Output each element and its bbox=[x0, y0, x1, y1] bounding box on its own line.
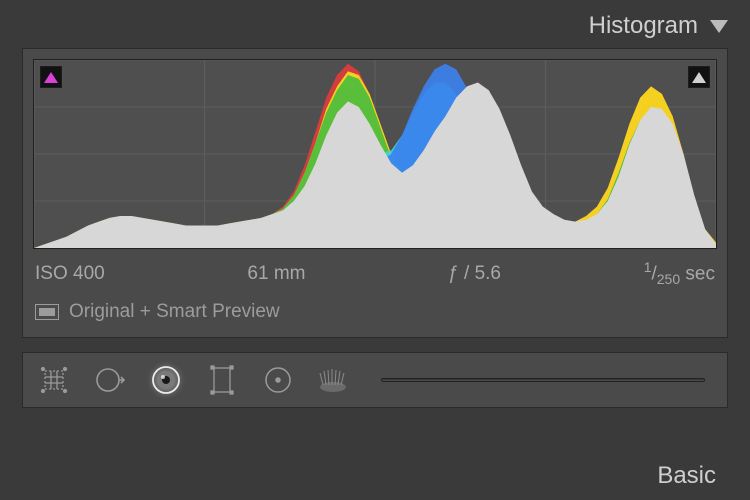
highlight-clipping-icon bbox=[692, 72, 706, 83]
exposure-metadata-row: ISO 400 61 mm ƒ / 5.6 1/250 sec bbox=[33, 249, 717, 287]
preview-status-row: Original + Smart Preview bbox=[33, 287, 717, 327]
redeye-tool[interactable] bbox=[149, 363, 183, 397]
histogram-panel-header[interactable]: Histogram bbox=[0, 12, 750, 48]
basic-panel-header[interactable]: Basic bbox=[0, 462, 750, 500]
shadow-clipping-indicator[interactable] bbox=[40, 66, 62, 88]
basic-title: Basic bbox=[657, 462, 716, 490]
graduated-filter-tool[interactable] bbox=[205, 363, 239, 397]
histogram-box: ISO 400 61 mm ƒ / 5.6 1/250 sec Original… bbox=[22, 48, 728, 338]
histogram-curves bbox=[34, 60, 716, 248]
brush-size-slider[interactable] bbox=[381, 378, 705, 382]
shutter-speed-value: 1/250 sec bbox=[644, 259, 715, 287]
collapse-triangle-icon bbox=[710, 20, 728, 33]
adjustment-brush-tool[interactable] bbox=[317, 363, 351, 397]
preview-status-icon bbox=[35, 304, 59, 320]
radial-filter-tool[interactable] bbox=[261, 363, 295, 397]
highlight-clipping-indicator[interactable] bbox=[688, 66, 710, 88]
shadow-clipping-icon bbox=[44, 72, 58, 83]
preview-status-label: Original + Smart Preview bbox=[69, 301, 280, 323]
crop-tool[interactable] bbox=[37, 363, 71, 397]
focal-length-value: 61 mm bbox=[247, 263, 305, 285]
iso-value: ISO 400 bbox=[35, 263, 105, 285]
spot-removal-tool[interactable] bbox=[93, 363, 127, 397]
histogram-title: Histogram bbox=[589, 12, 698, 40]
develop-toolstrip bbox=[22, 352, 728, 408]
histogram-chart[interactable] bbox=[33, 59, 717, 249]
aperture-value: ƒ / 5.6 bbox=[448, 263, 501, 285]
